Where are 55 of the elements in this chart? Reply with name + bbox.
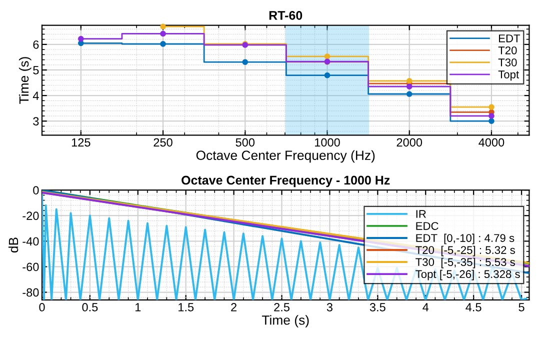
x-tick-label: 3.5 <box>370 303 386 312</box>
x-tick-label: 1.5 <box>178 303 194 312</box>
point <box>406 91 412 97</box>
x-tick-label: 5 <box>518 303 524 312</box>
x-tick-label: 2000 <box>396 138 422 147</box>
y-tick-label: -40 <box>22 237 39 246</box>
chart-title: Octave Center Frequency - 1000 Hz <box>182 176 390 188</box>
legend-label: T30 <box>498 58 517 66</box>
x-tick-label: 4.5 <box>466 303 482 312</box>
y-tick-label: 3 <box>33 117 39 126</box>
point <box>324 72 330 78</box>
point <box>406 78 412 84</box>
legend-label: T30 [-5,-35] : 5.53 s <box>416 258 515 268</box>
y-tick-label: 6 <box>33 40 39 49</box>
y-axis-title: Time (s) <box>18 57 32 104</box>
point <box>324 54 330 60</box>
point <box>160 30 166 37</box>
point <box>488 118 494 124</box>
legend-label: Topt [-5,-26] : 5.328 s <box>416 270 520 280</box>
chart-title: RT-60 <box>269 10 302 20</box>
legend-label: T20 [-5,-25] : 5.32 s <box>416 246 515 256</box>
point <box>406 84 412 90</box>
x-tick-label: 1000 <box>315 138 340 147</box>
line-series <box>42 192 528 300</box>
x-axis-title: Time (s) <box>262 315 309 328</box>
point <box>160 41 166 47</box>
x-tick-label: 4000 <box>478 138 504 147</box>
point <box>488 104 494 110</box>
legend-label: EDC <box>416 222 438 230</box>
x-tick-label: 3 <box>326 303 332 312</box>
legend-label: EDT [0,-10] : 4.79 s <box>416 234 514 244</box>
x-tick-label: 1 <box>136 303 141 312</box>
x-tick-label: 125 <box>72 138 90 147</box>
x-tick-label: 0 <box>39 303 45 312</box>
legend-label: IR <box>416 210 426 218</box>
legend-label: EDT <box>499 34 520 42</box>
x-tick-label: 500 <box>236 138 255 147</box>
x-tick-label: 2 <box>231 303 236 312</box>
point <box>78 36 84 42</box>
y-tick-label: -20 <box>22 212 39 220</box>
x-tick-label: 0.5 <box>82 303 98 312</box>
x-tick-label: 2.5 <box>274 303 290 312</box>
y-tick-label: 5 <box>33 66 39 74</box>
y-tick-label: -80 <box>22 288 39 297</box>
point <box>242 59 248 65</box>
y-tick-label: 0 <box>33 186 39 194</box>
x-tick-label: 250 <box>154 138 172 147</box>
x-tick-label: 4 <box>422 303 429 312</box>
y-tick-label: 4 <box>32 92 39 100</box>
y-axis-title: dB <box>8 238 18 253</box>
legend-label: T20 <box>498 46 517 54</box>
x-axis-title: Octave Center Frequency (Hz) <box>196 150 375 163</box>
point <box>488 113 494 119</box>
y-tick-label: -60 <box>22 262 39 272</box>
legend-label: Topt <box>498 70 520 81</box>
